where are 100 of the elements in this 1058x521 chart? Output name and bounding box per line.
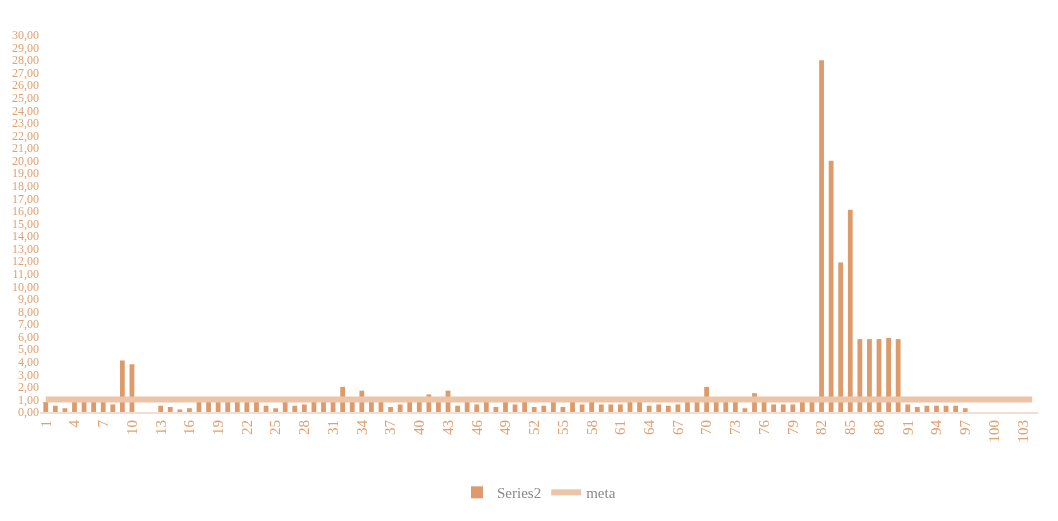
bar [483, 401, 489, 412]
bar [158, 405, 164, 412]
x-tick-label: 16 [181, 419, 198, 435]
bar [282, 401, 288, 412]
bar [847, 209, 853, 412]
bar [254, 401, 259, 412]
y-tick-label: 2,00 [18, 380, 39, 395]
bar [474, 404, 480, 412]
bar [522, 401, 528, 412]
x-tick-label: 67 [669, 419, 686, 435]
bar [656, 404, 662, 412]
bar [503, 401, 508, 412]
bar [167, 406, 173, 412]
bar [550, 401, 556, 412]
x-tick-label: 52 [526, 420, 543, 435]
bar [608, 404, 614, 412]
y-tick-label: 20,00 [12, 153, 39, 168]
y-tick-label: 11,00 [12, 266, 39, 281]
x-tick-label: 70 [698, 420, 715, 435]
bar [589, 401, 595, 412]
x-tick-label: 94 [928, 419, 945, 435]
x-tick-label: 7 [95, 419, 112, 428]
bar [234, 401, 240, 412]
bar [72, 401, 77, 412]
bar [780, 404, 786, 412]
bar [914, 406, 920, 412]
x-tick-label: 61 [612, 420, 629, 435]
y-tick-label: 25,00 [12, 91, 39, 106]
x-tick-label: 25 [267, 420, 284, 435]
bar [301, 404, 307, 412]
bar [43, 401, 49, 412]
x-tick-label: 58 [583, 420, 600, 435]
x-tick-label: 4 [66, 419, 83, 428]
x-tick-label: 28 [296, 420, 313, 435]
y-tick-label: 3,00 [18, 367, 39, 382]
bar [732, 401, 738, 412]
x-tick-label: 55 [554, 420, 571, 435]
y-tick-label: 13,00 [12, 241, 39, 256]
x-tick-label: 97 [957, 419, 974, 435]
x-tick-label: 31 [324, 420, 341, 435]
y-tick-label: 10,00 [12, 279, 39, 294]
bar [857, 339, 863, 412]
bar [464, 401, 470, 412]
bar [598, 404, 604, 412]
bar [723, 401, 729, 412]
bar [397, 404, 403, 412]
x-tick-label: 46 [468, 419, 485, 435]
bar [388, 406, 393, 412]
x-tick-label: 88 [870, 420, 887, 435]
y-tick-label: 15,00 [12, 216, 39, 231]
x-tick-label: 43 [439, 420, 456, 435]
bar [886, 337, 891, 412]
bar [407, 401, 413, 412]
bar [953, 405, 959, 412]
bar [119, 360, 125, 412]
bar [790, 404, 796, 412]
y-tick-label: 30,00 [12, 28, 39, 43]
bar [838, 262, 844, 412]
bar [531, 406, 537, 412]
x-tick-label: 76 [755, 419, 772, 435]
y-tick-label: 28,00 [12, 53, 39, 68]
bar [416, 401, 422, 412]
x-tick-label: 73 [727, 420, 744, 435]
y-tick-label: 17,00 [12, 191, 39, 206]
y-tick-label: 16,00 [12, 204, 39, 219]
y-tick-label: 18,00 [12, 179, 39, 193]
y-tick-label: 6,00 [18, 329, 39, 344]
y-tick-label: 9,00 [18, 292, 39, 307]
x-tick-label: 37 [382, 419, 399, 435]
x-tick-label: 19 [210, 420, 227, 435]
bar [436, 401, 441, 412]
bar [206, 401, 211, 412]
x-tick-label: 85 [842, 420, 859, 435]
x-tick-label: 100 [985, 420, 1002, 443]
bar [292, 405, 298, 412]
bar [771, 404, 777, 412]
bar [618, 404, 623, 412]
y-tick-label: 8,00 [18, 304, 39, 319]
x-tick-label: 79 [784, 420, 801, 435]
bar [369, 401, 374, 412]
x-tick-label: 103 [1014, 420, 1031, 443]
y-tick-label: 12,00 [12, 254, 39, 269]
y-tick-label: 19,00 [12, 166, 39, 181]
bar [349, 401, 355, 412]
bar [799, 401, 805, 412]
bar [244, 401, 250, 412]
x-tick-label: 13 [152, 420, 169, 435]
x-tick-label: 1 [37, 420, 54, 428]
bar [177, 409, 183, 412]
bar [570, 401, 575, 412]
bar [867, 339, 872, 412]
bar [905, 404, 911, 412]
bar [100, 401, 106, 412]
x-tick-label: 40 [411, 420, 428, 435]
bar [713, 401, 719, 412]
x-tick-label: 34 [353, 419, 370, 435]
bar [819, 60, 824, 412]
bar [273, 408, 279, 412]
y-tick-label: 27,00 [12, 65, 39, 80]
bar [225, 401, 231, 412]
